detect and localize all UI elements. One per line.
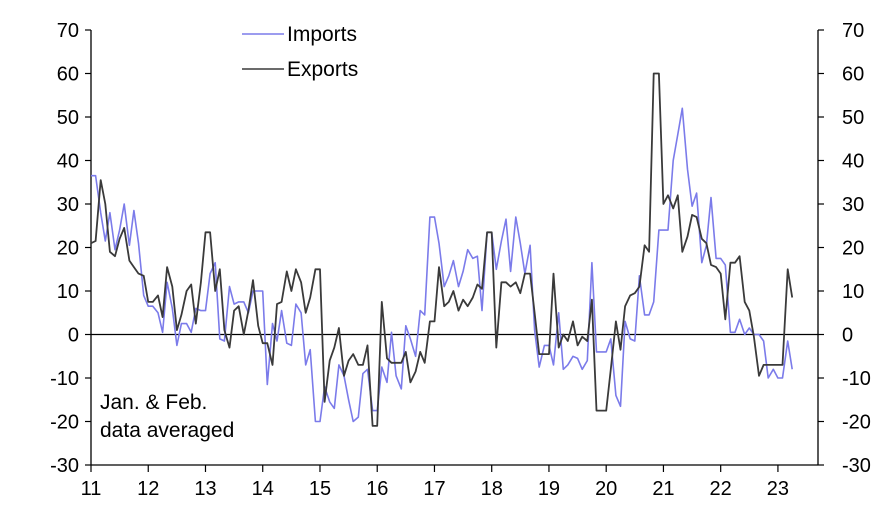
axes: 70 70 60 60 50 50 40 40 30 30 20 20 10 10 0 0 -10 -10 -20 -… xyxy=(50,20,871,500)
y-tick-label-right: 40 xyxy=(842,151,864,173)
x-tick-label: 21 xyxy=(652,478,674,500)
x-tick-label: 17 xyxy=(423,478,445,500)
y-tick-label-left: 10 xyxy=(57,281,79,303)
x-tick-label: 16 xyxy=(366,478,388,500)
y-tick-label-left: -10 xyxy=(50,368,79,390)
y-tick-label-left: 0 xyxy=(68,325,79,347)
y-tick-label-right: 70 xyxy=(842,20,864,42)
y-tick-label-left: 60 xyxy=(57,64,79,86)
legend: Imports Exports xyxy=(242,23,358,81)
series-line-imports xyxy=(91,107,793,423)
y-tick-label-right: -30 xyxy=(842,455,871,477)
x-tick-label: 23 xyxy=(767,478,789,500)
series-layer xyxy=(90,72,794,427)
y-tick-label-left: 20 xyxy=(57,238,79,260)
x-tick-label: 11 xyxy=(81,478,102,500)
x-tick-label: 13 xyxy=(194,478,216,500)
legend-exports-label: Exports xyxy=(287,58,358,81)
x-tick-label: 18 xyxy=(481,478,503,500)
chart-note: Jan. & Feb. data averaged xyxy=(100,391,234,442)
y-tick-label-right: -10 xyxy=(842,368,871,390)
x-tick-label: 15 xyxy=(309,478,331,500)
y-tick-label-right: -20 xyxy=(842,412,871,434)
y-tick-label-right: 0 xyxy=(842,325,853,347)
y-tick-label-left: 30 xyxy=(57,194,79,216)
x-tick-label: 22 xyxy=(710,478,732,500)
y-tick-label-right: 50 xyxy=(842,107,864,129)
y-tick-label-right: 20 xyxy=(842,238,864,260)
x-tick-label: 20 xyxy=(595,478,617,500)
note-line-2: data averaged xyxy=(100,419,234,442)
y-tick-label-right: 10 xyxy=(842,281,864,303)
y-tick-label-left: -30 xyxy=(50,455,79,477)
y-tick-label-left: 70 xyxy=(57,20,79,42)
y-tick-label-right: 60 xyxy=(842,64,864,86)
series-line-exports xyxy=(90,72,794,427)
y-tick-label-right: 30 xyxy=(842,194,864,216)
y-tick-label-left: -20 xyxy=(50,412,79,434)
legend-imports-label: Imports xyxy=(287,23,357,46)
x-tick-label: 12 xyxy=(137,478,159,500)
y-tick-label-left: 40 xyxy=(57,151,79,173)
x-tick-label: 19 xyxy=(538,478,560,500)
x-tick-label: 14 xyxy=(252,478,274,500)
y-tick-label-left: 50 xyxy=(57,107,79,129)
note-line-1: Jan. & Feb. xyxy=(100,391,207,414)
